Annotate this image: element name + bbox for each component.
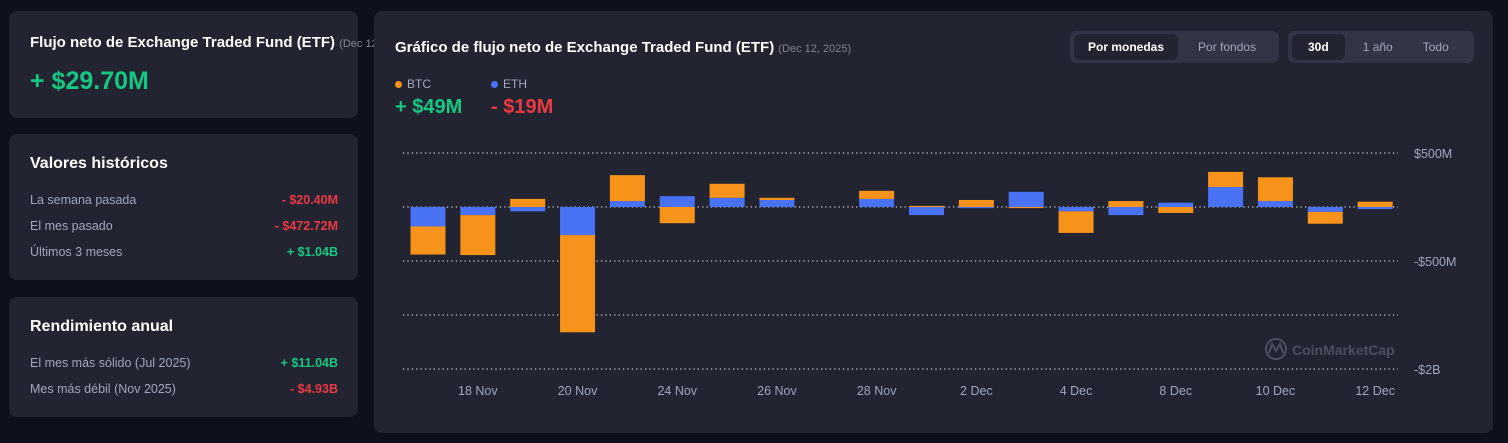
btc-bar — [709, 183, 745, 198]
legend-btc: BTC — [395, 77, 431, 91]
eth-dot-icon — [491, 81, 498, 88]
eth-bar — [1108, 207, 1144, 216]
historical-title: Valores históricos — [30, 155, 168, 172]
historical-row: La semana pasada - $20.40M — [30, 193, 338, 207]
eth-bar — [460, 207, 496, 216]
eth-bar — [609, 201, 645, 207]
x-tick-label: 26 Nov — [757, 384, 797, 398]
eth-bar — [659, 196, 695, 207]
net-flow-summary-card: Flujo neto de Exchange Traded Fund (ETF)… — [9, 11, 412, 118]
eth-bar — [410, 207, 446, 227]
btc-bar — [560, 235, 596, 333]
eth-bar — [510, 207, 546, 212]
x-tick-label: 4 Dec — [1060, 384, 1093, 398]
x-tick-label: 24 Nov — [657, 384, 697, 398]
group-toggle: Por monedas Por fondos — [1070, 31, 1279, 63]
btc-bar — [909, 205, 944, 207]
btc-bar — [1008, 207, 1044, 209]
eth-bar — [859, 198, 895, 207]
summary-value: + $29.70M — [30, 67, 149, 95]
eth-bar — [1357, 207, 1393, 210]
x-tick-label: 28 Nov — [857, 384, 897, 398]
annual-row: Mes más débil (Nov 2025) - $4.93B — [30, 382, 338, 396]
btc-bar — [1108, 201, 1144, 207]
range-toggle: 30d 1 año Todo — [1288, 31, 1474, 63]
btc-bar — [1158, 207, 1194, 213]
tab-1-year[interactable]: 1 año — [1362, 40, 1393, 54]
eth-bar — [1307, 207, 1343, 212]
chart-title: Gráfico de flujo neto de Exchange Traded… — [395, 39, 852, 56]
btc-bar — [609, 175, 645, 202]
etf-flow-chart: $500M -$500M -$2B CoinMarketCap 18 Nov 20 Nov… — [403, 147, 1456, 398]
x-tick-label: 2 Dec — [960, 384, 993, 398]
tab-30d[interactable]: 30d — [1292, 34, 1345, 60]
historical-row: Últimos 3 meses + $1.04B — [30, 245, 338, 259]
eth-bar — [759, 199, 795, 207]
btc-bar — [1257, 177, 1293, 202]
btc-value: + $49M — [395, 96, 463, 118]
annual-title: Rendimiento anual — [30, 318, 174, 335]
btc-bar — [410, 226, 446, 255]
historical-card: Valores históricos La semana pasada - $20… — [9, 134, 358, 280]
eth-value: - $19M — [491, 96, 554, 118]
x-tick-label: 10 Dec — [1256, 384, 1296, 398]
x-tick-label: 8 Dec — [1159, 384, 1192, 398]
eth-bar — [560, 207, 596, 236]
eth-bar — [1008, 191, 1044, 207]
btc-bar — [859, 190, 895, 199]
tab-por-monedas[interactable]: Por monedas — [1074, 34, 1179, 60]
btc-bar — [1058, 211, 1094, 233]
tab-all[interactable]: Todo — [1422, 40, 1449, 54]
legend-eth: ETH — [491, 77, 527, 91]
eth-bar — [1158, 202, 1194, 207]
btc-dot-icon — [395, 81, 402, 88]
eth-bar — [1257, 201, 1293, 207]
btc-bar — [659, 207, 695, 224]
eth-bar — [709, 197, 745, 207]
x-tick-label: 20 Nov — [558, 384, 598, 398]
tab-por-fondos[interactable]: Por fondos — [1198, 40, 1257, 54]
y-tick-label: -$500M — [1414, 255, 1456, 269]
btc-bar — [1357, 201, 1393, 207]
coinmarketcap-logo — [1265, 338, 1287, 360]
eth-bar — [909, 207, 944, 216]
watermark-text: CoinMarketCap — [1292, 342, 1395, 358]
annual-row: El mes más sólido (Jul 2025) + $11.04B — [30, 356, 338, 370]
x-tick-label: 12 Dec — [1355, 384, 1395, 398]
y-tick-label: $500M — [1414, 147, 1452, 161]
btc-bar — [510, 198, 546, 207]
eth-bar — [1208, 187, 1244, 207]
btc-bar — [759, 197, 795, 200]
btc-bar — [1307, 211, 1343, 224]
summary-title: Flujo neto de Exchange Traded Fund (ETF)… — [30, 34, 412, 51]
btc-bar — [460, 215, 496, 256]
annual-card: Rendimiento anual El mes más sólido (Jul… — [9, 297, 358, 417]
btc-bar — [958, 199, 994, 207]
historical-row: El mes pasado - $472.72M — [30, 219, 338, 233]
eth-bar — [958, 207, 994, 209]
y-tick-label: -$2B — [1414, 363, 1440, 377]
chart-panel: $500M -$500M -$2B CoinMarketCap 18 Nov 20 Nov… — [374, 11, 1493, 433]
x-tick-label: 18 Nov — [458, 384, 498, 398]
btc-bar — [1208, 171, 1244, 188]
eth-bar — [1058, 207, 1094, 212]
